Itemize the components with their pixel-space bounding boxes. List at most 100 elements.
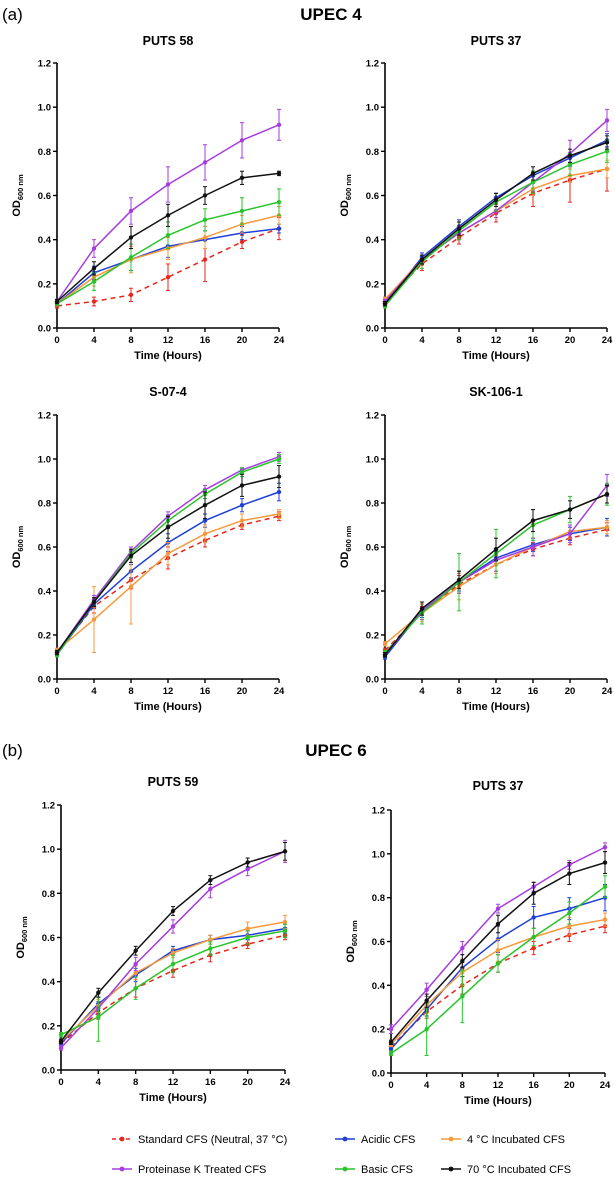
- x-axis-label: Time (Hours): [134, 701, 202, 713]
- y-tick-label: 0.8: [366, 499, 379, 510]
- series-4: [382, 139, 610, 309]
- legend-label: Standard CFS (Neutral, 37 °C): [138, 1134, 287, 1146]
- series-line: [384, 168, 608, 300]
- y-axis-label: OD600 nm: [345, 920, 359, 963]
- data-point: [239, 239, 245, 245]
- legend-swatch-marker: [342, 1136, 348, 1142]
- data-point: [165, 233, 171, 238]
- x-tick-label: 16: [528, 335, 539, 346]
- x-tick-label: 8: [128, 686, 133, 697]
- data-point: [424, 987, 429, 992]
- data-point: [170, 924, 176, 929]
- data-point: [531, 945, 536, 951]
- chart-5: PUTS 37 0.0 0.2 0.4 0.6 0.8 1.0 1.2 0 4 8 12 16 20 24 T…: [345, 779, 611, 1107]
- y-axis-label: OD600 nm: [339, 174, 353, 217]
- data-point: [91, 266, 97, 271]
- x-tick-label: 24: [274, 686, 285, 697]
- y-tick-label: 0.0: [38, 675, 51, 686]
- x-tick-label: 16: [205, 1077, 216, 1088]
- y-tick-label: 0.2: [38, 631, 51, 642]
- y-tick-label: 0.6: [42, 933, 55, 944]
- y-axis-label: OD600 nm: [15, 916, 29, 959]
- data-point: [419, 606, 425, 611]
- series-5: [388, 851, 608, 1046]
- y-tick-label: 0.2: [38, 279, 51, 290]
- y-tick-label: 1.0: [372, 849, 385, 860]
- x-tick-label: 24: [280, 1077, 291, 1088]
- chart-title: PUTS 37: [473, 779, 524, 793]
- y-tick-label: 0.8: [42, 889, 55, 900]
- data-point: [604, 140, 610, 145]
- y-tick-label: 0.2: [42, 1021, 55, 1032]
- data-point: [282, 849, 288, 854]
- data-point: [96, 990, 101, 995]
- data-point: [456, 577, 462, 583]
- data-point: [202, 235, 208, 240]
- x-axis-label: Time (Hours): [134, 350, 202, 362]
- data-point: [165, 551, 171, 556]
- y-axis-label: OD600 nm: [11, 174, 25, 217]
- data-point: [495, 906, 501, 911]
- series-line: [384, 168, 608, 303]
- data-point: [128, 584, 134, 589]
- y-tick-label: 0.0: [38, 324, 51, 335]
- y-axis-label: OD600 nm: [11, 526, 25, 569]
- data-point: [602, 860, 608, 865]
- data-point: [245, 860, 250, 865]
- data-point: [128, 292, 134, 298]
- y-tick-label: 1.0: [38, 455, 51, 466]
- data-point: [208, 877, 213, 883]
- x-tick-label: 8: [456, 335, 461, 346]
- data-point: [424, 998, 429, 1003]
- data-point: [245, 866, 250, 872]
- legend-swatch-marker: [448, 1166, 454, 1172]
- series-4: [382, 482, 610, 656]
- series-5: [54, 465, 282, 656]
- x-tick-label: 24: [274, 335, 285, 346]
- data-point: [91, 246, 97, 251]
- data-point: [530, 544, 536, 550]
- x-tick-label: 24: [600, 1080, 611, 1091]
- data-point: [208, 937, 213, 942]
- data-point: [530, 518, 536, 523]
- y-tick-label: 0.4: [372, 981, 386, 992]
- x-tick-label: 20: [565, 335, 576, 346]
- y-tick-label: 1.0: [366, 455, 379, 466]
- data-point: [567, 923, 572, 929]
- y-tick-label: 1.2: [372, 806, 385, 817]
- data-point: [530, 171, 536, 176]
- series-4: [388, 875, 608, 1056]
- x-tick-label: 16: [200, 335, 211, 346]
- data-point: [165, 275, 171, 280]
- data-point: [495, 921, 501, 927]
- chart-title: PUTS 37: [471, 34, 522, 48]
- panel-tag-b: (b): [2, 741, 23, 760]
- legend-item: Standard CFS (Neutral, 37 °C): [112, 1134, 287, 1146]
- data-point: [567, 531, 573, 536]
- x-tick-label: 12: [168, 1077, 179, 1088]
- data-point: [170, 950, 176, 956]
- legend-item: Basic CFS: [335, 1164, 413, 1176]
- data-point: [54, 299, 60, 304]
- x-tick-label: 8: [128, 335, 133, 346]
- data-point: [602, 884, 608, 889]
- data-point: [382, 301, 388, 306]
- group-title-upec6: UPEC 6: [305, 741, 366, 760]
- data-point: [276, 226, 282, 231]
- series-5: [382, 135, 610, 307]
- data-point: [202, 160, 208, 165]
- series-4: [58, 923, 288, 1042]
- data-point: [604, 149, 610, 154]
- x-tick-label: 24: [602, 335, 613, 346]
- y-tick-label: 0.6: [38, 543, 51, 554]
- x-tick-label: 0: [388, 1080, 393, 1091]
- x-tick-label: 12: [163, 686, 174, 697]
- data-point: [495, 961, 501, 966]
- data-point: [567, 871, 572, 876]
- chart-title: S-07-4: [149, 385, 187, 399]
- data-point: [202, 257, 208, 262]
- series-3: [58, 839, 288, 1051]
- data-point: [128, 235, 134, 240]
- series-line: [60, 921, 286, 1042]
